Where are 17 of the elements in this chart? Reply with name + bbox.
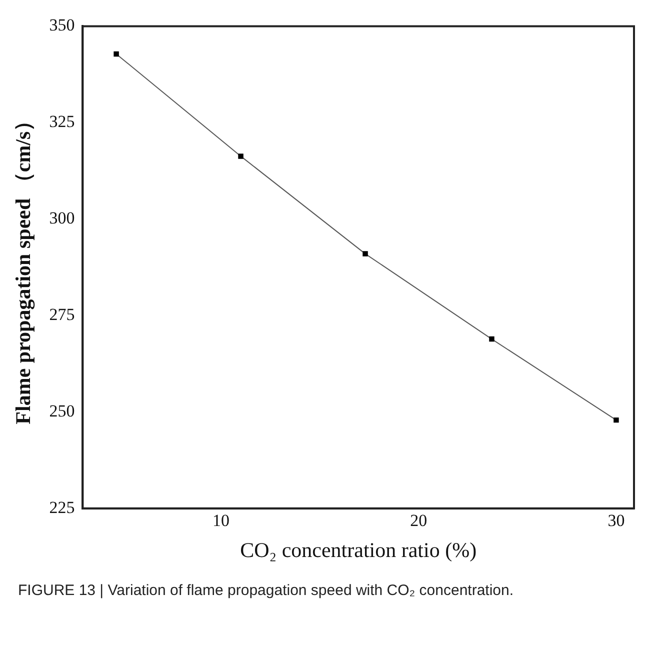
y-tick-label: 300 — [49, 208, 75, 228]
y-tick-label: 225 — [49, 498, 75, 517]
y-axis-title: Flame propagation speed （cm/s） — [11, 110, 36, 424]
y-tick-label: 250 — [49, 401, 75, 420]
y-tick-label: 275 — [49, 304, 75, 324]
x-axis-title: CO₂ concentration ratio (%) — [240, 538, 477, 562]
x-tick-label: 10 — [212, 511, 230, 530]
point — [489, 336, 494, 342]
point — [362, 251, 368, 256]
y-tick-label: 350 — [49, 16, 75, 35]
point — [114, 51, 119, 57]
caption: FIGURE 13 | Variation of flame propagation speed with CO₂ concentration. — [18, 581, 515, 601]
point — [238, 154, 244, 159]
x-tick-label: 20 — [410, 511, 428, 530]
y-tick-label: 325 — [49, 112, 75, 132]
point — [614, 417, 619, 423]
x-tick-label: 30 — [608, 511, 625, 530]
